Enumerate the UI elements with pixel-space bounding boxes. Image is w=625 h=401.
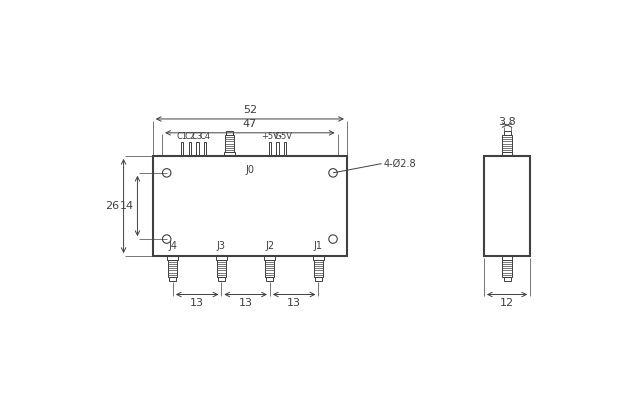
Text: C2: C2 [184, 132, 196, 140]
Bar [503, 260, 512, 277]
Bar [266, 277, 273, 281]
Text: 12: 12 [500, 298, 514, 308]
Text: 13: 13 [190, 298, 204, 308]
Text: 13: 13 [239, 298, 252, 308]
Bar [484, 156, 530, 256]
Text: J4: J4 [168, 241, 177, 251]
Bar [226, 131, 233, 135]
Bar [181, 142, 183, 156]
Bar [169, 277, 176, 281]
Text: 47: 47 [242, 119, 257, 129]
Text: C3: C3 [192, 132, 203, 140]
Bar [196, 142, 199, 156]
Text: 13: 13 [287, 298, 301, 308]
Bar [153, 156, 347, 256]
Text: J1: J1 [314, 241, 323, 251]
Bar [264, 256, 275, 260]
Bar [313, 256, 324, 260]
Text: -5V: -5V [278, 132, 292, 140]
Text: 26: 26 [106, 201, 120, 211]
Bar [218, 277, 225, 281]
Bar [284, 142, 286, 156]
Bar [314, 260, 323, 277]
Bar [216, 256, 227, 260]
Bar [504, 131, 511, 135]
Bar [504, 277, 511, 281]
Text: 14: 14 [120, 201, 134, 211]
Bar [276, 142, 279, 156]
Text: C4: C4 [199, 132, 211, 140]
Bar [189, 142, 191, 156]
Text: J3: J3 [217, 241, 226, 251]
Bar [502, 256, 512, 260]
Bar [204, 142, 206, 156]
Bar [503, 135, 512, 152]
Text: J2: J2 [266, 241, 274, 251]
Text: 52: 52 [242, 105, 257, 115]
Text: 4-Ø2.8: 4-Ø2.8 [383, 159, 416, 168]
Bar [217, 260, 226, 277]
Bar [502, 152, 512, 156]
Text: +5V: +5V [261, 132, 279, 140]
Bar [168, 256, 178, 260]
Bar [269, 142, 271, 156]
Bar [265, 260, 274, 277]
Text: G: G [274, 132, 281, 140]
Text: J0: J0 [246, 165, 254, 175]
Text: C1: C1 [176, 132, 187, 140]
Bar [168, 260, 177, 277]
Bar [224, 152, 235, 156]
Text: 3.8: 3.8 [498, 117, 516, 127]
Bar [315, 277, 322, 281]
Bar [225, 135, 234, 152]
